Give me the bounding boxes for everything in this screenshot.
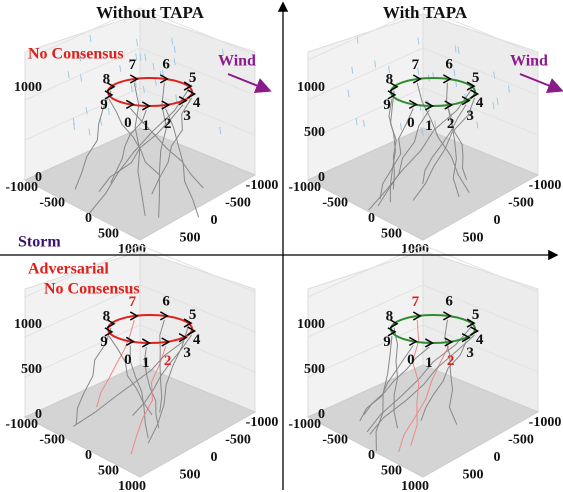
z-tick-label: 1000 — [297, 317, 325, 332]
z-tick-label: 500 — [21, 362, 42, 377]
annotation: No Consensus — [28, 46, 124, 63]
z-tick-label: 500 — [304, 125, 325, 140]
side-tick-label: -1000 — [246, 415, 279, 430]
front-tick-label: -500 — [322, 196, 348, 211]
z-tick-label: 1000 — [297, 80, 325, 95]
panel: 012345678901000-1000-50005001000-1000-50… — [5, 8, 278, 257]
node-label: 1 — [425, 355, 433, 371]
node-label: 4 — [476, 332, 484, 348]
node-label: 7 — [412, 294, 420, 310]
node-label: 9 — [100, 334, 108, 350]
node-label: 9 — [383, 97, 391, 113]
node-label: 8 — [103, 71, 111, 87]
node-label: 6 — [162, 293, 170, 309]
front-tick-label: -500 — [322, 433, 348, 448]
node-label: 9 — [100, 97, 108, 113]
node-label: 3 — [183, 345, 191, 361]
side-tick-label: -500 — [225, 196, 251, 211]
node-label: 1 — [425, 118, 433, 134]
node-label: 1 — [142, 118, 150, 134]
front-tick-label: 500 — [381, 227, 402, 242]
side-tick-label: 500 — [463, 468, 484, 483]
node-label: 3 — [183, 108, 191, 124]
z-tick-label: 1000 — [14, 317, 42, 332]
panel: 012345678905001000-1000-50005001000-1000… — [288, 245, 561, 492]
node-label: 5 — [189, 70, 197, 86]
annotation: No Consensus — [44, 281, 140, 298]
front-tick-label: 0 — [85, 211, 92, 226]
node-label: 5 — [472, 307, 480, 323]
node-label: 0 — [124, 115, 132, 131]
node-label: 3 — [466, 108, 474, 124]
side-tick-label: -1000 — [246, 178, 279, 193]
front-tick-label: 1000 — [401, 479, 429, 492]
node-label: 0 — [407, 115, 415, 131]
node-label: 3 — [466, 345, 474, 361]
side-tick-label: 0 — [211, 213, 218, 228]
node-label: 2 — [447, 116, 455, 132]
front-tick-label: 0 — [85, 448, 92, 463]
node-label: 5 — [189, 307, 197, 323]
front-tick-label: 500 — [381, 464, 402, 479]
front-tick-label: 500 — [98, 227, 119, 242]
side-tick-label: 500 — [180, 231, 201, 246]
node-label: 8 — [386, 308, 394, 324]
side-tick-label: 500 — [180, 468, 201, 483]
z-tick-label: 1000 — [14, 80, 42, 95]
node-label: 2 — [447, 353, 455, 369]
node-label: 5 — [472, 70, 480, 86]
right-title: With TAPA — [383, 3, 468, 22]
node-label: 4 — [193, 95, 201, 111]
side-tick-label: -500 — [508, 433, 534, 448]
wind-label: Wind — [510, 53, 548, 70]
side-tick-label: 500 — [463, 231, 484, 246]
page: {"header": {"left_title": "Without TAPA"… — [0, 0, 563, 492]
z-tick-label: 500 — [304, 362, 325, 377]
panel: 012345678905001000-1000-50005001000-1000… — [288, 8, 561, 257]
side-tick-label: -500 — [225, 433, 251, 448]
front-tick-label: -500 — [39, 433, 65, 448]
node-label: 6 — [445, 293, 453, 309]
node-label: 7 — [129, 57, 137, 73]
wind-label: Wind — [218, 53, 256, 70]
front-tick-label: 500 — [98, 464, 119, 479]
front-tick-label: -1000 — [288, 180, 321, 195]
front-tick-label: -1000 — [5, 180, 38, 195]
front-tick-label: -500 — [39, 196, 65, 211]
front-tick-label: -1000 — [288, 417, 321, 432]
panel: 012345678905001000-1000-50005001000-1000… — [5, 245, 278, 492]
storm-label: Storm — [18, 234, 61, 251]
front-tick-label: 0 — [368, 211, 375, 226]
front-tick-label: 0 — [368, 448, 375, 463]
node-label: 8 — [386, 71, 394, 87]
side-tick-label: -1000 — [529, 178, 562, 193]
node-label: 1 — [142, 355, 150, 371]
side-tick-label: 0 — [211, 450, 218, 465]
node-label: 8 — [103, 308, 111, 324]
node-label: 4 — [476, 95, 484, 111]
node-label: 2 — [164, 353, 172, 369]
side-tick-label: 0 — [494, 213, 501, 228]
node-label: 9 — [383, 334, 391, 350]
front-tick-label: 1000 — [118, 479, 146, 492]
node-label: 0 — [407, 352, 415, 368]
side-tick-label: 0 — [494, 450, 501, 465]
node-label: 7 — [412, 57, 420, 73]
node-label: 4 — [193, 332, 201, 348]
node-label: 2 — [164, 116, 172, 132]
front-tick-label: -1000 — [5, 417, 38, 432]
figure: 012345678901000-1000-50005001000-1000-50… — [0, 0, 563, 492]
side-tick-label: -1000 — [529, 415, 562, 430]
side-tick-label: -500 — [508, 196, 534, 211]
node-label: 0 — [124, 352, 132, 368]
left-title: Without TAPA — [96, 3, 205, 22]
node-label: 6 — [445, 56, 453, 72]
node-label: 6 — [162, 56, 170, 72]
annotation: Adversarial — [28, 261, 109, 278]
